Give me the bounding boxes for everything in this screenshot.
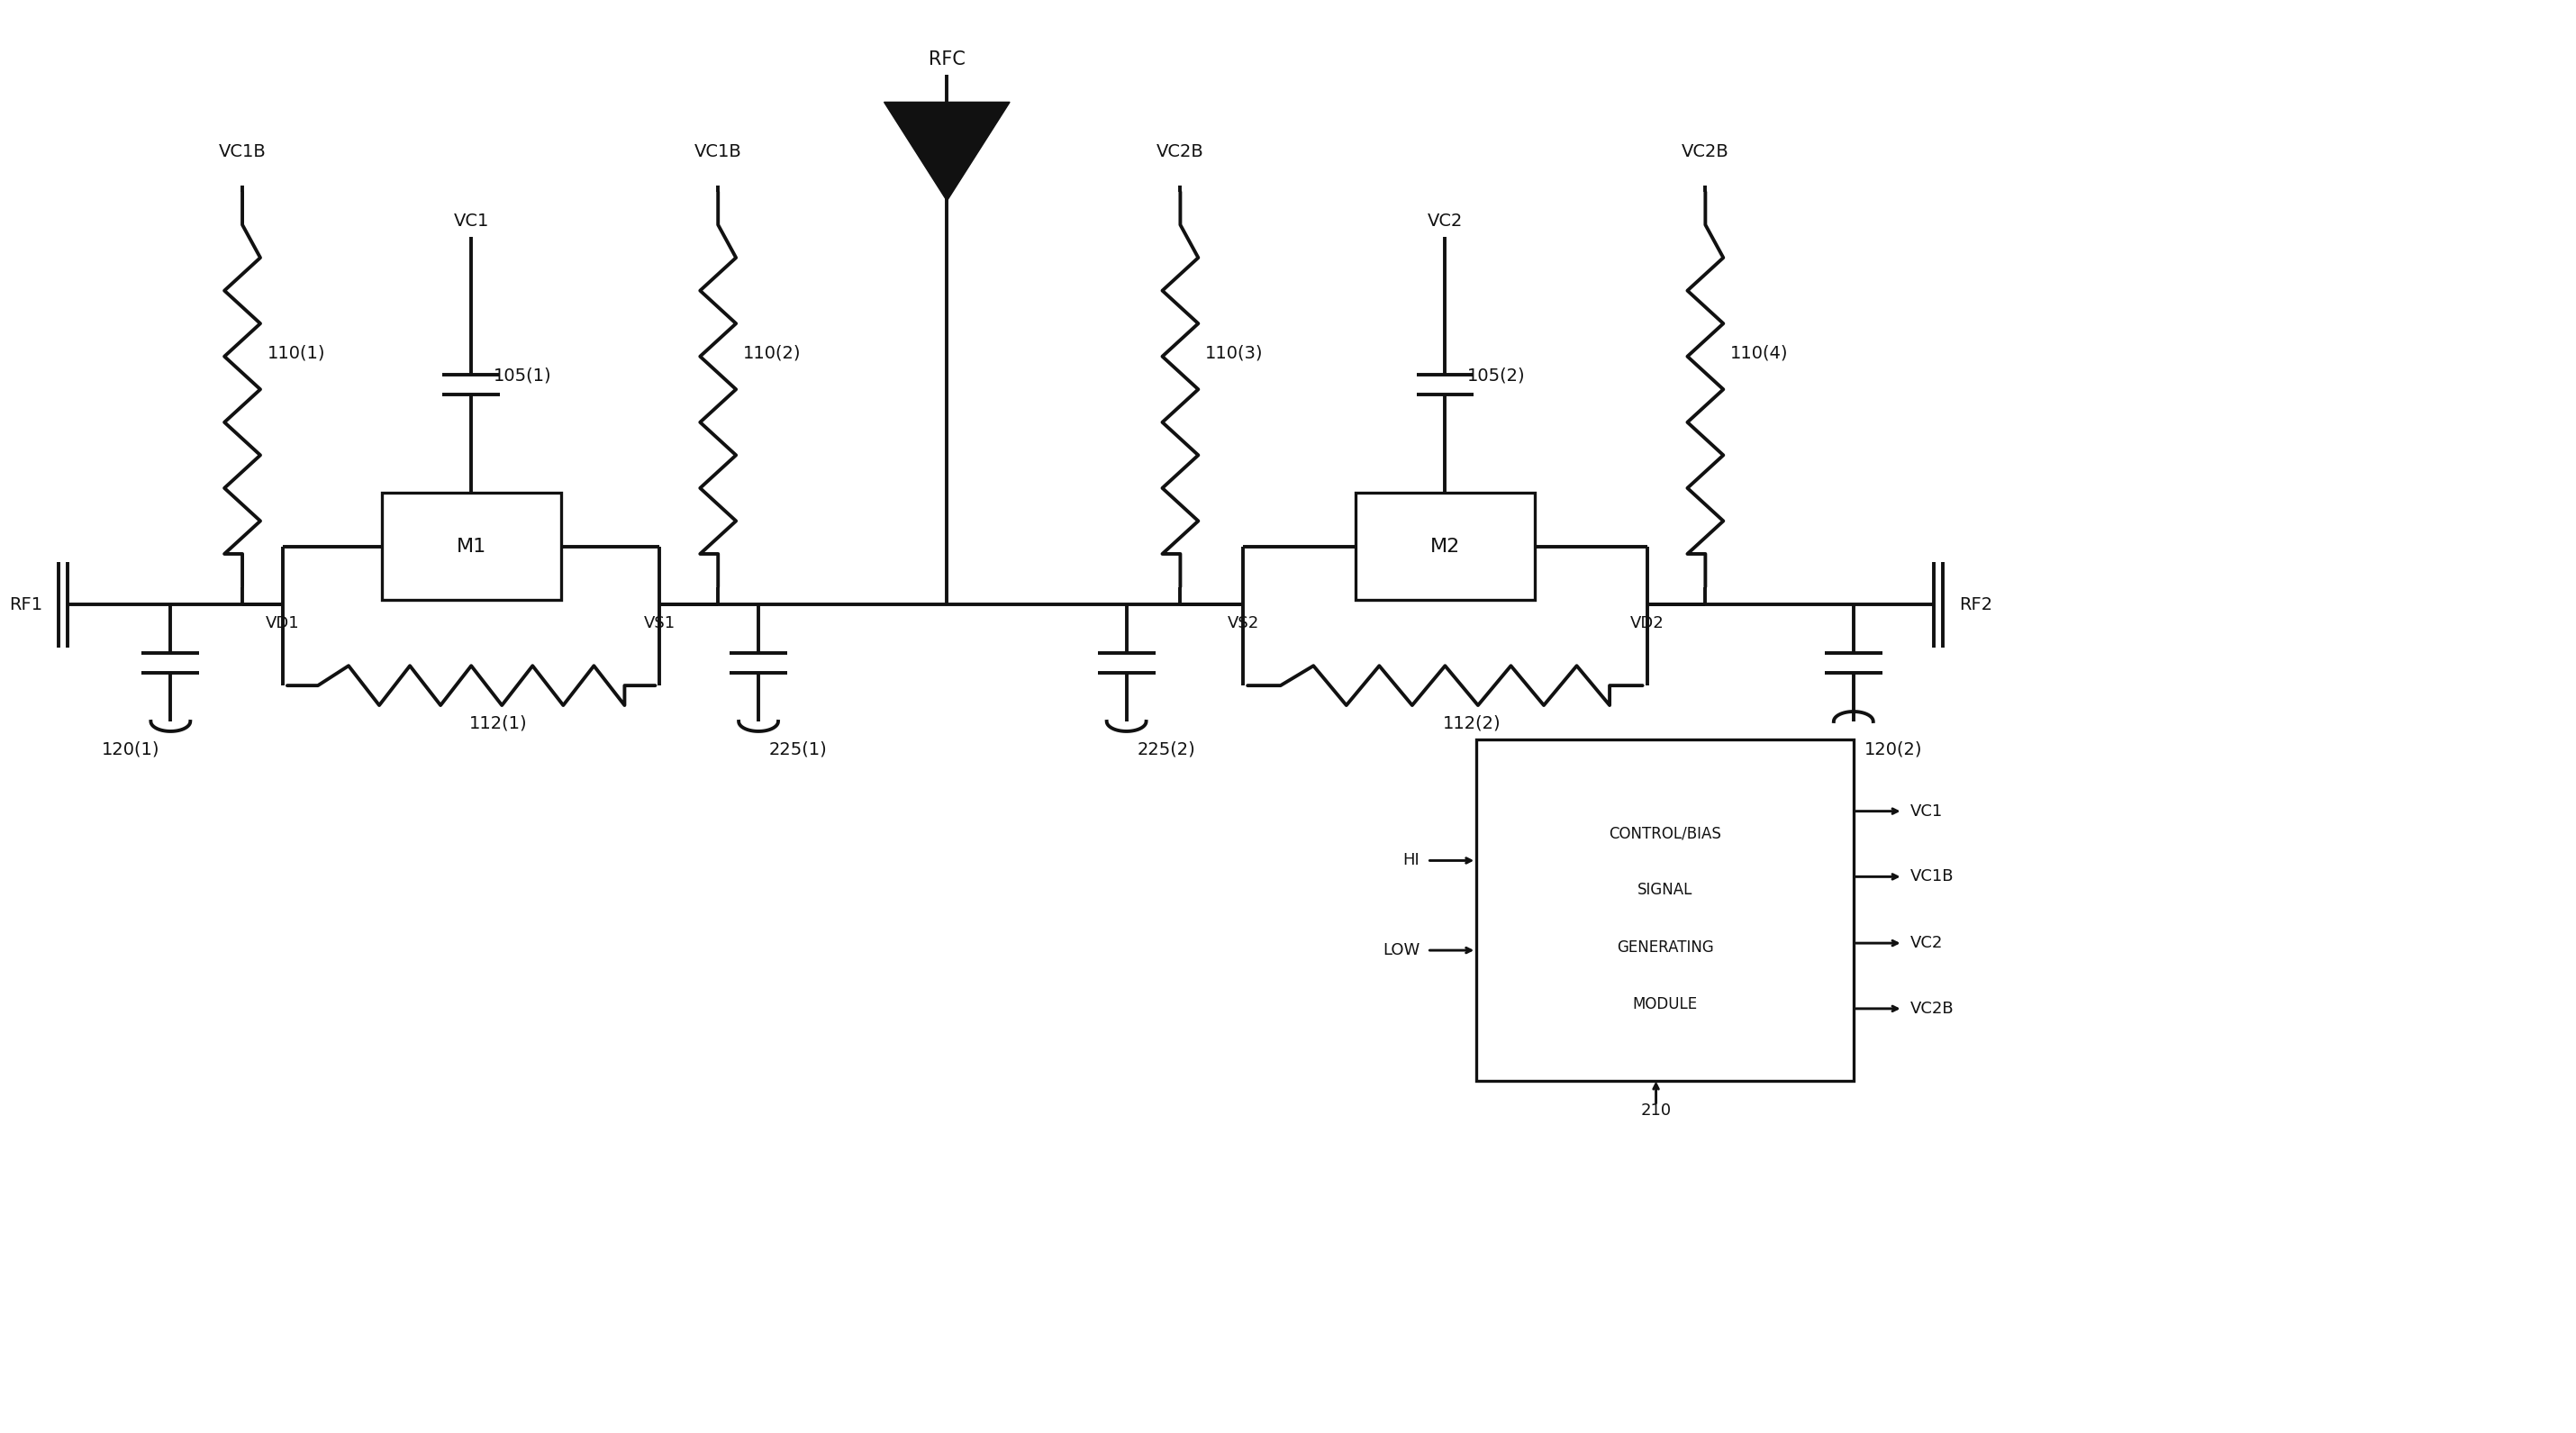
Text: VC1B: VC1B [1909,868,1953,884]
Text: M1: M1 [456,537,487,556]
Text: VC1B: VC1B [696,143,742,160]
Text: VD2: VD2 [1631,616,1664,632]
Text: MODULE: MODULE [1633,996,1698,1012]
Text: 225(1): 225(1) [770,741,827,758]
Text: VC2B: VC2B [1157,143,1203,160]
Text: VS2: VS2 [1226,616,1260,632]
Bar [1355,493,1535,600]
Text: VC2: VC2 [1909,934,1942,952]
Bar [1476,739,1855,1080]
Text: 225(2): 225(2) [1136,741,1195,758]
Text: 110(2): 110(2) [744,345,801,363]
Text: LOW: LOW [1383,943,1419,959]
Text: VD1: VD1 [265,616,299,632]
Text: RF2: RF2 [1960,596,1994,613]
Text: 105(1): 105(1) [495,367,551,384]
Text: VC1: VC1 [1909,802,1942,820]
Text: RF1: RF1 [8,596,41,613]
Text: M2: M2 [1430,537,1461,556]
Text: 112(2): 112(2) [1443,714,1502,731]
Text: 120(1): 120(1) [100,741,160,758]
Text: 120(2): 120(2) [1865,741,1922,758]
Text: 112(1): 112(1) [469,714,528,731]
Text: 110(1): 110(1) [268,345,325,363]
Text: SIGNAL: SIGNAL [1638,883,1692,898]
Text: 110(3): 110(3) [1206,345,1262,363]
Text: HI: HI [1404,853,1419,868]
Text: CONTROL/BIAS: CONTROL/BIAS [1610,825,1721,841]
Text: 210: 210 [1641,1103,1672,1119]
Text: 110(4): 110(4) [1731,345,1788,363]
Text: VC2: VC2 [1427,212,1463,229]
Text: VC1B: VC1B [219,143,265,160]
Text: 105(2): 105(2) [1468,367,1525,384]
Polygon shape [884,102,1010,201]
Text: VC1: VC1 [453,212,489,229]
Bar [381,493,562,600]
Text: VS1: VS1 [644,616,675,632]
Text: RFC: RFC [927,50,966,67]
Text: GENERATING: GENERATING [1618,940,1713,956]
Text: VC2B: VC2B [1909,1000,1953,1017]
Text: VC2B: VC2B [1682,143,1728,160]
